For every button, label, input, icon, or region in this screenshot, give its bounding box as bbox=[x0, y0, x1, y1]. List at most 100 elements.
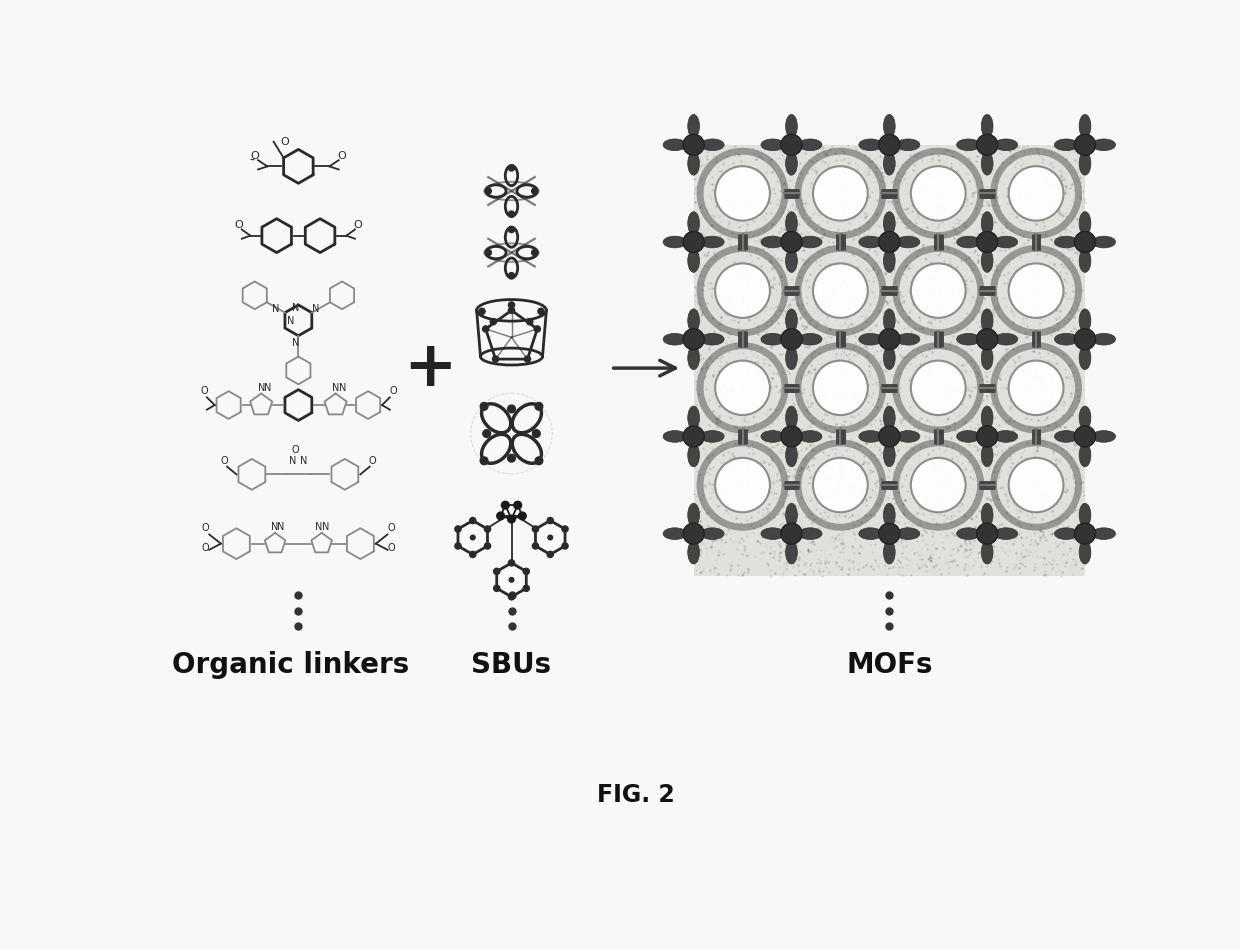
Circle shape bbox=[455, 542, 461, 549]
Ellipse shape bbox=[1092, 528, 1116, 540]
Circle shape bbox=[480, 403, 489, 410]
Circle shape bbox=[683, 426, 704, 446]
Ellipse shape bbox=[1079, 541, 1091, 564]
Ellipse shape bbox=[761, 237, 785, 248]
Circle shape bbox=[879, 523, 900, 544]
Circle shape bbox=[715, 458, 770, 512]
Circle shape bbox=[683, 329, 704, 350]
Ellipse shape bbox=[1054, 430, 1078, 443]
Text: O: O bbox=[291, 445, 299, 455]
Text: O: O bbox=[353, 220, 362, 230]
Text: O: O bbox=[234, 220, 243, 230]
Text: SBUs: SBUs bbox=[471, 651, 552, 678]
Circle shape bbox=[538, 308, 544, 314]
Ellipse shape bbox=[994, 528, 1018, 540]
Text: N: N bbox=[277, 522, 284, 532]
Circle shape bbox=[781, 134, 802, 155]
Ellipse shape bbox=[994, 139, 1018, 151]
Text: O: O bbox=[202, 523, 210, 533]
Circle shape bbox=[683, 232, 704, 253]
Ellipse shape bbox=[956, 139, 980, 151]
Text: N: N bbox=[272, 522, 279, 532]
Circle shape bbox=[508, 560, 515, 566]
Ellipse shape bbox=[1079, 346, 1091, 370]
Ellipse shape bbox=[786, 504, 797, 526]
Text: N: N bbox=[312, 304, 320, 314]
Circle shape bbox=[1074, 426, 1096, 446]
Ellipse shape bbox=[799, 139, 822, 151]
Circle shape bbox=[911, 166, 966, 220]
Ellipse shape bbox=[688, 212, 699, 235]
Ellipse shape bbox=[859, 237, 883, 248]
Circle shape bbox=[781, 523, 802, 544]
Ellipse shape bbox=[688, 309, 699, 332]
FancyArrowPatch shape bbox=[614, 360, 676, 376]
Circle shape bbox=[781, 232, 802, 253]
Circle shape bbox=[490, 318, 496, 325]
Ellipse shape bbox=[1092, 237, 1116, 248]
Text: N: N bbox=[289, 456, 296, 466]
Circle shape bbox=[683, 134, 704, 155]
Ellipse shape bbox=[786, 249, 797, 273]
Circle shape bbox=[879, 134, 900, 155]
Ellipse shape bbox=[1092, 430, 1116, 443]
Ellipse shape bbox=[883, 504, 895, 526]
Circle shape bbox=[510, 578, 513, 582]
Circle shape bbox=[494, 585, 500, 592]
Ellipse shape bbox=[1054, 333, 1078, 345]
Ellipse shape bbox=[1079, 114, 1091, 138]
Ellipse shape bbox=[786, 152, 797, 175]
Circle shape bbox=[501, 502, 510, 509]
Circle shape bbox=[507, 515, 516, 523]
Circle shape bbox=[879, 329, 900, 350]
Circle shape bbox=[1074, 134, 1096, 155]
Text: N: N bbox=[339, 383, 346, 393]
Ellipse shape bbox=[956, 528, 980, 540]
Ellipse shape bbox=[956, 333, 980, 345]
Ellipse shape bbox=[1079, 444, 1091, 466]
Ellipse shape bbox=[799, 333, 822, 345]
Ellipse shape bbox=[786, 309, 797, 332]
Ellipse shape bbox=[688, 406, 699, 429]
Text: FIG. 2: FIG. 2 bbox=[596, 784, 675, 808]
Ellipse shape bbox=[663, 237, 687, 248]
Circle shape bbox=[507, 405, 516, 412]
Circle shape bbox=[911, 361, 966, 415]
Text: N: N bbox=[293, 303, 300, 314]
Ellipse shape bbox=[994, 333, 1018, 345]
Circle shape bbox=[977, 329, 998, 350]
Circle shape bbox=[1074, 329, 1096, 350]
Circle shape bbox=[532, 542, 538, 549]
Circle shape bbox=[508, 164, 515, 171]
Circle shape bbox=[480, 457, 489, 465]
Ellipse shape bbox=[897, 430, 920, 443]
Text: N: N bbox=[315, 522, 322, 532]
Text: N: N bbox=[300, 456, 308, 466]
Circle shape bbox=[683, 523, 704, 544]
Text: Organic linkers: Organic linkers bbox=[172, 651, 409, 678]
Circle shape bbox=[1008, 458, 1064, 512]
Ellipse shape bbox=[799, 237, 822, 248]
Circle shape bbox=[879, 426, 900, 446]
Ellipse shape bbox=[981, 406, 993, 429]
Text: O: O bbox=[280, 137, 289, 147]
Ellipse shape bbox=[1079, 249, 1091, 273]
Circle shape bbox=[1074, 232, 1096, 253]
Ellipse shape bbox=[701, 430, 724, 443]
Circle shape bbox=[534, 326, 541, 332]
Circle shape bbox=[715, 263, 770, 318]
Circle shape bbox=[781, 329, 802, 350]
Circle shape bbox=[532, 526, 538, 532]
Ellipse shape bbox=[701, 237, 724, 248]
Ellipse shape bbox=[761, 528, 785, 540]
Circle shape bbox=[911, 458, 966, 512]
Ellipse shape bbox=[883, 406, 895, 429]
Circle shape bbox=[523, 568, 529, 575]
Circle shape bbox=[508, 307, 515, 314]
Circle shape bbox=[494, 568, 500, 575]
Ellipse shape bbox=[1079, 406, 1091, 429]
Circle shape bbox=[470, 551, 476, 558]
Ellipse shape bbox=[688, 444, 699, 466]
Circle shape bbox=[562, 542, 568, 549]
Text: O: O bbox=[370, 456, 377, 466]
